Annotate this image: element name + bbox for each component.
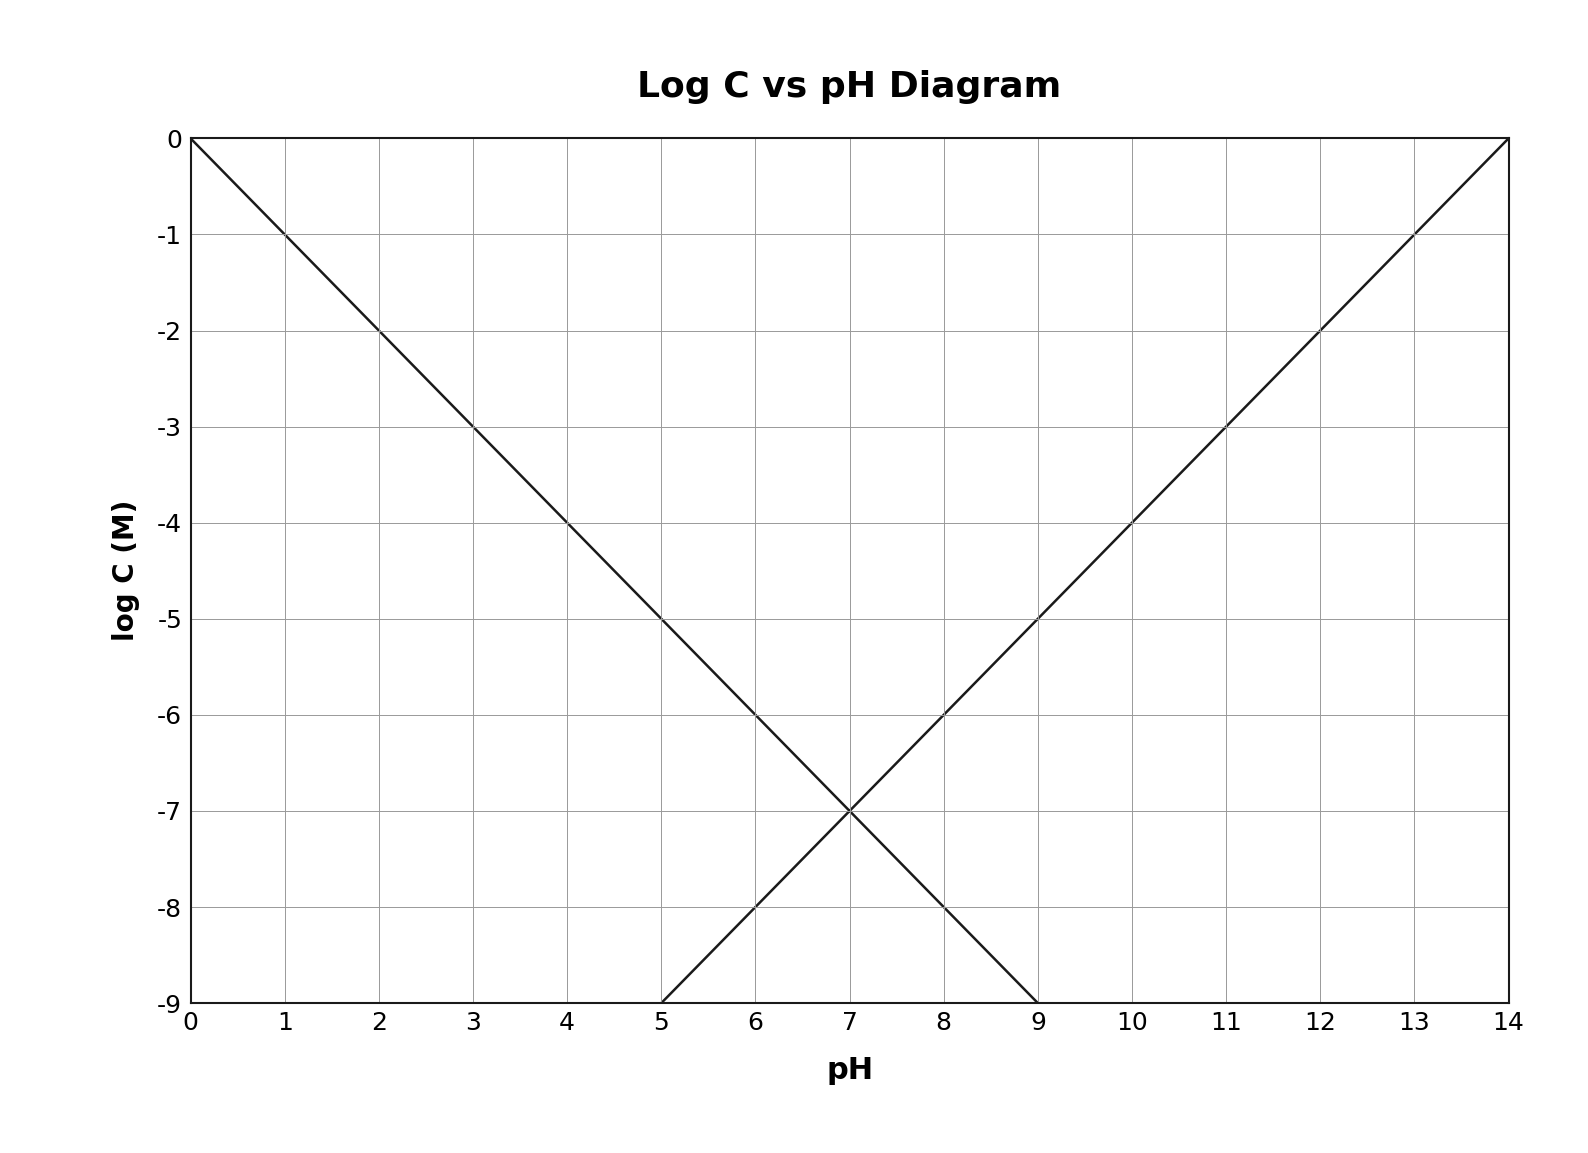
X-axis label: pH: pH (826, 1056, 873, 1085)
Title: Log C vs pH Diagram: Log C vs pH Diagram (637, 69, 1062, 104)
Y-axis label: log C (M): log C (M) (113, 500, 140, 641)
